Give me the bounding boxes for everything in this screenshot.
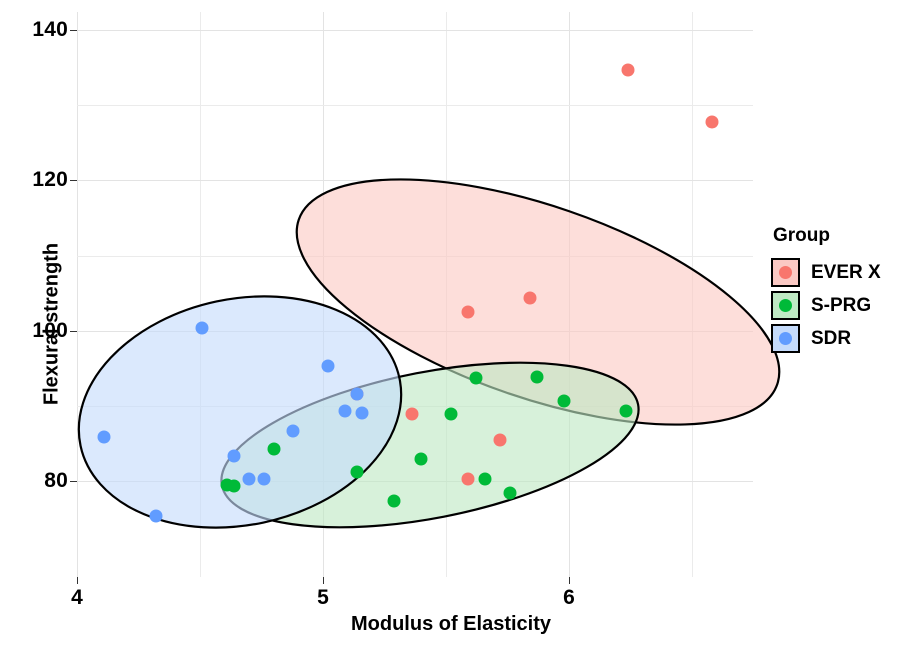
point-ever-x <box>461 305 475 319</box>
point-s-prg <box>267 442 281 456</box>
x-tick-mark <box>569 577 570 584</box>
x-tick-label: 4 <box>71 586 83 609</box>
gridline-major-y <box>77 30 753 31</box>
data-points-layer <box>77 12 753 577</box>
point-s-prg <box>350 465 364 479</box>
legend-dot-icon <box>779 299 792 312</box>
point-sdr <box>257 472 271 486</box>
legend-title: Group <box>773 225 830 246</box>
point-ever-x <box>405 407 419 421</box>
y-tick-mark <box>70 330 77 332</box>
y-tick-mark <box>70 180 77 182</box>
legend-dot-icon <box>779 266 792 279</box>
legend-item-label: SDR <box>811 327 852 349</box>
point-s-prg <box>414 452 428 466</box>
legend-item[interactable]: SDR <box>771 322 902 355</box>
x-tick-label: 5 <box>317 586 329 609</box>
legend-dot-icon <box>779 332 792 345</box>
y-axis-ticks: 80 100 120 140 <box>0 0 77 647</box>
legend-item[interactable]: EVER X <box>771 256 902 289</box>
point-s-prg <box>619 404 633 418</box>
gridline-minor-x <box>200 12 201 577</box>
point-sdr <box>355 406 369 420</box>
point-sdr <box>195 321 209 335</box>
ellipse-sdr <box>77 295 403 529</box>
point-s-prg <box>469 371 483 385</box>
x-tick-mark <box>77 577 78 584</box>
legend-key-swatch <box>771 291 800 320</box>
gridline-major-x <box>323 12 324 577</box>
point-s-prg <box>220 478 234 492</box>
y-tick-mark <box>70 30 77 31</box>
gridline-minor-y <box>77 105 753 107</box>
legend-item[interactable]: S-PRG <box>771 289 902 322</box>
x-tick-label: 6 <box>563 586 575 609</box>
point-s-prg <box>444 407 458 421</box>
y-tick-label: 80 <box>44 469 68 492</box>
x-axis-title: Modulus of Elasticity <box>350 613 552 635</box>
point-s-prg <box>530 370 544 384</box>
plot-panel <box>77 12 781 577</box>
point-s-prg <box>503 486 517 500</box>
point-ever-x <box>705 115 719 129</box>
point-sdr <box>286 424 300 438</box>
point-sdr <box>149 509 163 523</box>
point-sdr <box>350 387 364 401</box>
y-tick-mark <box>70 481 77 482</box>
legend: Group EVER X S-PRG SDR <box>771 225 902 355</box>
point-ever-x <box>621 63 635 77</box>
legend-entries: EVER X S-PRG SDR <box>771 256 902 355</box>
ellipse-layer <box>77 178 781 529</box>
point-sdr <box>227 449 241 463</box>
point-sdr <box>97 430 111 444</box>
gridline-major-x <box>77 12 78 577</box>
point-sdr <box>242 472 256 486</box>
point-s-prg <box>478 472 492 486</box>
y-tick-label: 100 <box>32 318 68 342</box>
x-tick-mark <box>323 577 324 584</box>
legend-key-swatch <box>771 324 800 353</box>
point-sdr <box>338 404 352 418</box>
legend-key-swatch <box>771 258 800 287</box>
legend-item-label: EVER X <box>811 261 881 283</box>
y-tick-label: 120 <box>32 168 68 192</box>
point-ever-x <box>493 433 507 447</box>
point-s-prg <box>557 394 571 408</box>
legend-item-label: S-PRG <box>811 294 872 316</box>
point-sdr <box>321 359 335 373</box>
point-s-prg <box>387 494 401 508</box>
y-tick-label: 140 <box>32 18 68 41</box>
point-ever-x <box>523 291 537 305</box>
point-ever-x <box>461 472 475 486</box>
